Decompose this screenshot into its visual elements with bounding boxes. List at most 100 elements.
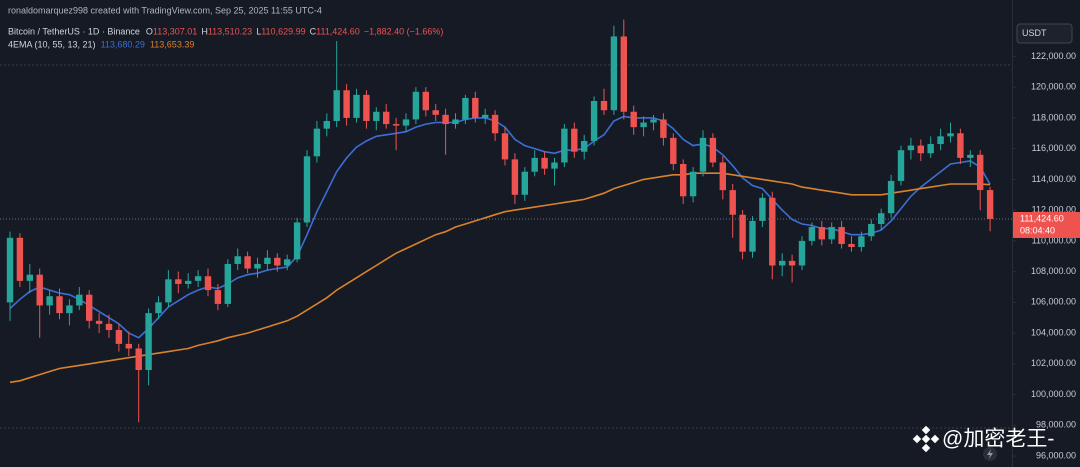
candle-body bbox=[620, 36, 627, 112]
candle-body bbox=[115, 330, 123, 344]
candle-body bbox=[828, 227, 835, 240]
candle-body bbox=[501, 133, 509, 160]
candle-body bbox=[897, 150, 905, 181]
candle-body bbox=[788, 260, 796, 266]
price-tag-countdown: 08:04:40 bbox=[1020, 225, 1055, 235]
candle-body bbox=[917, 145, 924, 154]
candle-body bbox=[56, 296, 63, 314]
y-tick-label: 106,000.00 bbox=[1031, 297, 1076, 307]
candle-body bbox=[937, 136, 944, 145]
candle-body bbox=[838, 227, 845, 244]
candle-body bbox=[729, 190, 736, 215]
ohlc-letter: L bbox=[256, 26, 261, 36]
candle-body bbox=[264, 257, 271, 264]
candle-body bbox=[571, 128, 578, 152]
y-tick-label: 100,000.00 bbox=[1031, 389, 1076, 399]
candle-body bbox=[472, 97, 479, 118]
y-tick-label: 114,000.00 bbox=[1032, 174, 1076, 184]
candle-body bbox=[383, 111, 390, 125]
candle-body bbox=[36, 274, 43, 306]
watermark-text: @加密老王- bbox=[942, 428, 1054, 451]
candle-body bbox=[303, 156, 311, 223]
ohlc-letter: O bbox=[146, 26, 153, 36]
candle-body bbox=[660, 119, 667, 138]
candle-body bbox=[739, 214, 746, 252]
ohlc-value: 111,424.60 bbox=[316, 26, 360, 36]
ema-line bbox=[9, 115, 991, 339]
price-tag bbox=[1013, 211, 1080, 238]
candle-body bbox=[175, 279, 182, 284]
candle-body bbox=[878, 213, 885, 224]
candle-body bbox=[26, 274, 33, 281]
candle-body bbox=[957, 133, 964, 158]
candle-body bbox=[610, 36, 618, 111]
candle-body bbox=[165, 279, 172, 303]
candle-body bbox=[670, 137, 677, 165]
candle-body bbox=[887, 180, 895, 214]
change-label: −1,882.40 (−1.66%) bbox=[364, 26, 444, 36]
y-tick-label: 108,000.00 bbox=[1031, 266, 1076, 276]
candle-body bbox=[927, 144, 934, 154]
y-tick-label: 104,000.00 bbox=[1031, 327, 1076, 337]
candle-body bbox=[244, 256, 251, 269]
candle-body bbox=[432, 110, 439, 115]
y-tick-label: 118,000.00 bbox=[1032, 112, 1076, 122]
ohlc-letter: H bbox=[201, 26, 208, 36]
candle-body bbox=[135, 348, 142, 371]
ohlc-value: 113,510.23 bbox=[208, 26, 252, 36]
plot-area bbox=[0, 19, 1012, 423]
candle-body bbox=[511, 159, 519, 195]
candle-body bbox=[125, 343, 132, 349]
candle-body bbox=[977, 154, 984, 191]
candle-body bbox=[86, 294, 93, 321]
candle-body bbox=[590, 100, 598, 141]
candle-body bbox=[145, 313, 152, 371]
candle-body bbox=[105, 323, 113, 331]
candle-body bbox=[6, 237, 14, 303]
candle-body bbox=[234, 256, 241, 264]
candle-body bbox=[848, 243, 855, 248]
candle-body bbox=[185, 280, 192, 284]
candle-body bbox=[491, 114, 499, 134]
candle-body bbox=[798, 240, 806, 266]
currency-button[interactable] bbox=[1016, 23, 1073, 44]
y-tick-label: 120,000.00 bbox=[1031, 82, 1076, 92]
candle-body bbox=[699, 137, 707, 172]
candle-body bbox=[462, 97, 469, 120]
ema-line bbox=[9, 172, 991, 384]
candle-body bbox=[689, 171, 697, 197]
alert-icon-bolt bbox=[987, 449, 993, 459]
candle-body bbox=[759, 197, 766, 221]
candle-body bbox=[541, 157, 548, 169]
candle-body bbox=[808, 227, 816, 241]
ohlc-legend: O 113,307.01 H 113,510.23 L 110,629.99 C 111,42… bbox=[101, 26, 444, 49]
candle-body bbox=[402, 119, 410, 126]
y-tick-label: 122,000.00 bbox=[1031, 51, 1076, 61]
price-tag-label: 111,424.60 bbox=[1020, 213, 1064, 223]
candle-body bbox=[224, 263, 231, 304]
candle-body bbox=[46, 296, 53, 306]
candle-body bbox=[254, 263, 261, 269]
ohlc-value: 113,307.01 bbox=[153, 26, 197, 36]
candle-body bbox=[868, 223, 875, 237]
candle-body bbox=[452, 119, 459, 125]
candle-body bbox=[95, 320, 103, 324]
candle-body bbox=[907, 145, 915, 151]
candle-body bbox=[392, 124, 400, 126]
candle-body bbox=[284, 259, 291, 266]
candle-body bbox=[333, 90, 340, 121]
candle-body bbox=[561, 128, 568, 163]
candle-body bbox=[769, 197, 776, 266]
candle-body bbox=[630, 111, 637, 128]
candle-body bbox=[274, 257, 281, 266]
y-tick-label: 110,000.00 bbox=[1032, 235, 1076, 245]
y-tick-label: 96,000.00 bbox=[1036, 450, 1076, 460]
candle-body bbox=[313, 128, 321, 157]
y-tick-label: 102,000.00 bbox=[1031, 358, 1076, 368]
candle-body bbox=[16, 237, 24, 281]
candle-body bbox=[442, 114, 449, 125]
candle-body bbox=[76, 294, 83, 306]
currency-button-label[interactable]: USDT bbox=[1022, 28, 1047, 38]
